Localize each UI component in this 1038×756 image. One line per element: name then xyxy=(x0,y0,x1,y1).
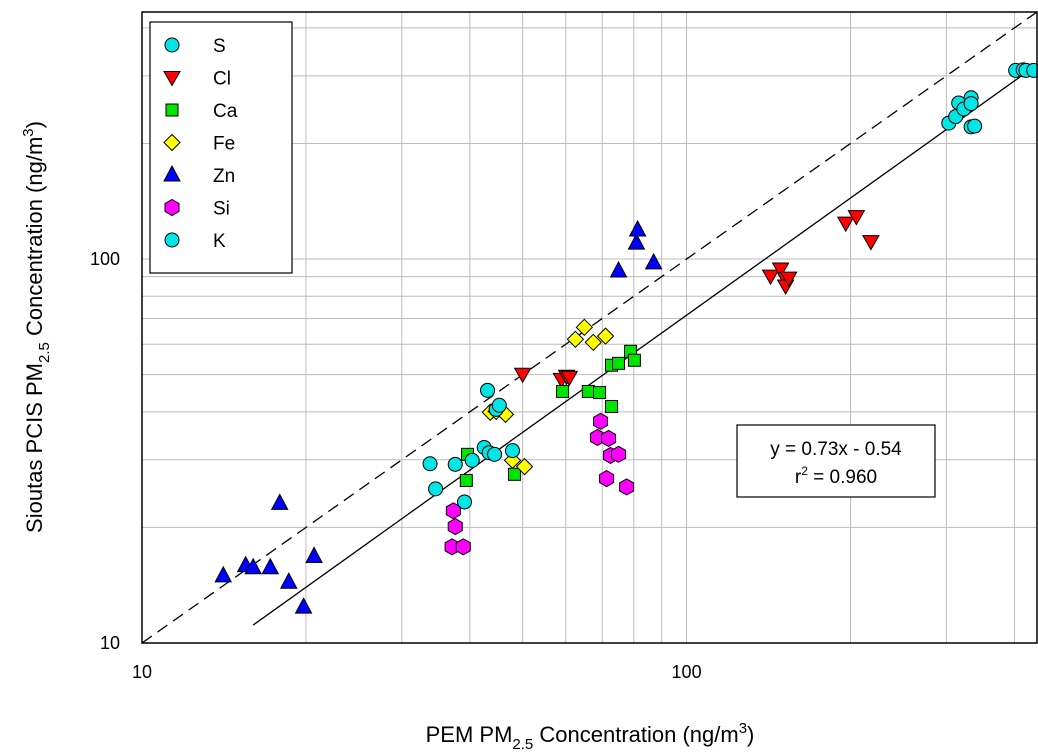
label-part: Concentration (ng/m xyxy=(533,722,738,747)
label-sub: 2.5 xyxy=(36,342,53,363)
legend-marker xyxy=(164,37,180,53)
legend-label: Zn xyxy=(213,166,235,187)
marker xyxy=(761,269,780,286)
marker xyxy=(628,219,647,237)
marker xyxy=(447,456,463,472)
marker xyxy=(491,397,507,413)
marker xyxy=(459,473,473,487)
equation: y = 0.73x - 0.54 xyxy=(770,439,902,460)
marker xyxy=(456,494,472,510)
marker xyxy=(294,597,313,614)
marker xyxy=(627,353,641,367)
legend-label: Si xyxy=(213,199,230,220)
legend: S Cl Ca Fe Zn Si K xyxy=(149,21,293,274)
legend-label: Fe xyxy=(213,134,235,155)
legend-marker xyxy=(163,71,181,87)
marker xyxy=(967,118,983,134)
marker xyxy=(447,518,463,536)
y-axis-label: Sioutas PCIS PM2.5 Concentration (ng/m3) xyxy=(20,121,53,533)
marker xyxy=(480,382,496,398)
marker xyxy=(556,384,570,398)
legend-marker xyxy=(163,133,181,152)
marker xyxy=(566,330,585,349)
marker xyxy=(596,327,615,345)
marker xyxy=(847,210,866,226)
marker xyxy=(487,446,503,462)
fit-line xyxy=(252,64,1038,626)
marker xyxy=(575,318,594,337)
marker xyxy=(261,557,280,575)
marker xyxy=(593,386,607,400)
marker xyxy=(428,481,444,497)
label-part: Concentration (ng/m xyxy=(22,137,47,342)
marker xyxy=(862,235,880,251)
label-sub: 2.5 xyxy=(512,736,533,753)
marker xyxy=(605,400,619,414)
marker xyxy=(593,412,609,430)
r2-sup: 2 xyxy=(801,464,808,478)
marker xyxy=(644,252,663,270)
label-sup: 3 xyxy=(20,128,37,136)
marker xyxy=(619,478,635,496)
marker xyxy=(507,467,521,481)
marker xyxy=(515,457,534,476)
label-part: ) xyxy=(22,121,47,128)
label-part: ) xyxy=(747,722,754,747)
marker xyxy=(505,443,521,459)
legend-label: S xyxy=(213,36,226,57)
marker xyxy=(244,557,262,575)
y-tick-label: 10 xyxy=(100,633,120,653)
r2-text: = 0.960 xyxy=(808,467,877,488)
marker xyxy=(305,546,323,563)
marker xyxy=(581,384,595,398)
x-tick-label: 100 xyxy=(672,662,702,682)
points xyxy=(214,62,1038,614)
marker xyxy=(836,216,855,233)
marker xyxy=(779,271,798,288)
marker xyxy=(963,96,979,112)
r2-text: r xyxy=(795,467,802,488)
y-tick-label: 100 xyxy=(90,249,120,269)
marker xyxy=(270,493,289,510)
x-tick-label: 10 xyxy=(132,662,152,682)
marker xyxy=(513,367,532,384)
legend-label: K xyxy=(213,231,226,252)
marker xyxy=(214,565,233,583)
plot-frame xyxy=(141,11,1038,644)
marker xyxy=(771,262,790,279)
label-part: PEM PM xyxy=(426,722,513,747)
marker xyxy=(627,233,646,250)
marker xyxy=(584,333,602,352)
marker xyxy=(609,260,628,278)
marker xyxy=(279,572,298,589)
legend-marker xyxy=(163,164,181,182)
marker xyxy=(455,538,471,556)
marker xyxy=(612,356,626,370)
legend-marker xyxy=(164,198,180,217)
identity-line xyxy=(141,11,1038,644)
marker xyxy=(422,456,438,472)
legend-marker xyxy=(164,232,180,248)
marker xyxy=(599,470,615,488)
legend-label: Ca xyxy=(213,101,238,122)
legend-marker xyxy=(165,103,179,117)
marker xyxy=(601,429,617,448)
r-squared: r2 = 0.960 xyxy=(795,464,877,488)
fit-lines xyxy=(141,11,1038,644)
legend-label: Cl xyxy=(213,69,231,90)
annotation-box xyxy=(736,424,936,498)
annotation: y = 0.73x - 0.54 r2 = 0.960 xyxy=(736,424,936,498)
marker xyxy=(560,370,579,387)
marker xyxy=(611,445,627,463)
marker xyxy=(1026,62,1038,78)
marker xyxy=(464,452,480,468)
label-part: Sioutas PCIS PM xyxy=(22,363,47,533)
label-sup: 3 xyxy=(739,720,747,737)
x-axis-label: PEM PM2.5 Concentration (ng/m3) xyxy=(426,720,755,753)
